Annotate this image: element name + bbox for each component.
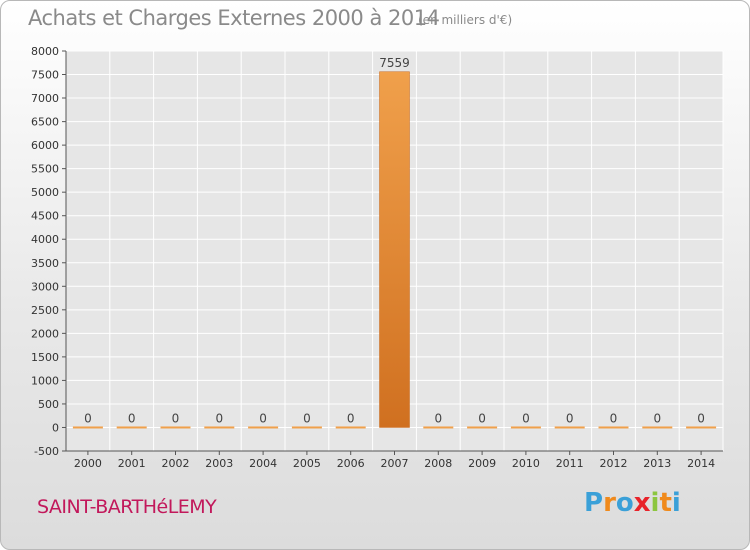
y-tick-label: 6000 bbox=[31, 139, 59, 152]
bars bbox=[72, 71, 717, 429]
y-tick-label: 5000 bbox=[31, 186, 59, 199]
y-tick-label: 1000 bbox=[31, 374, 59, 387]
logo-letter: x bbox=[633, 488, 651, 518]
data-label: 0 bbox=[259, 411, 267, 425]
commune-name: SAINT-BARTHéLEMY bbox=[37, 496, 217, 518]
labels: 2000 0 2001 0 2002 0 2003 0 2004 0 2005 0 2006 0 2007 7… bbox=[74, 56, 715, 470]
bar-2011[interactable] bbox=[554, 426, 585, 429]
data-label: 0 bbox=[522, 411, 530, 425]
y-tick-label: 1500 bbox=[31, 351, 59, 364]
bar-2013[interactable] bbox=[642, 426, 673, 429]
logo-letter: t bbox=[659, 488, 672, 518]
x-tick-label: 2000 bbox=[74, 457, 102, 470]
y-tick-label: 500 bbox=[38, 398, 59, 411]
proxiti-logo[interactable]: Proxiti bbox=[584, 488, 681, 518]
y-tick-label: 8000 bbox=[31, 45, 59, 58]
data-label: 7559 bbox=[379, 56, 410, 70]
bar-2002[interactable] bbox=[160, 426, 191, 429]
bar-2007[interactable] bbox=[379, 71, 410, 428]
x-tick-label: 2005 bbox=[293, 457, 321, 470]
logo-letter: i bbox=[671, 488, 681, 518]
logo-letter: r bbox=[603, 488, 616, 518]
y-tick-label: 2500 bbox=[31, 304, 59, 317]
x-tick-label: 2013 bbox=[643, 457, 671, 470]
data-label: 0 bbox=[478, 411, 486, 425]
x-tick-label: 2007 bbox=[381, 457, 409, 470]
bar-2009[interactable] bbox=[467, 426, 498, 429]
y-tick-label: 4000 bbox=[31, 233, 59, 246]
x-tick-label: 2002 bbox=[162, 457, 190, 470]
x-tick-label: 2003 bbox=[205, 457, 233, 470]
y-tick-label: 6500 bbox=[31, 116, 59, 129]
x-tick-label: 2001 bbox=[118, 457, 146, 470]
x-tick-label: 2004 bbox=[249, 457, 277, 470]
bar-2000[interactable] bbox=[72, 426, 103, 429]
data-label: 0 bbox=[84, 411, 92, 425]
x-tick-label: 2011 bbox=[556, 457, 584, 470]
data-label: 0 bbox=[128, 411, 136, 425]
y-tick-label: 0 bbox=[52, 421, 59, 434]
x-tick-label: 2012 bbox=[600, 457, 628, 470]
bar-2008[interactable] bbox=[423, 426, 454, 429]
bar-2003[interactable] bbox=[204, 426, 235, 429]
data-label: 0 bbox=[303, 411, 311, 425]
x-tick-label: 2008 bbox=[424, 457, 452, 470]
data-label: 0 bbox=[653, 411, 661, 425]
bar-2001[interactable] bbox=[116, 426, 147, 429]
data-label: 0 bbox=[610, 411, 618, 425]
logo-letter: P bbox=[584, 488, 604, 518]
y-tick-label: 7000 bbox=[31, 92, 59, 105]
data-label: 0 bbox=[215, 411, 223, 425]
bar-2014[interactable] bbox=[686, 426, 717, 429]
y-tick-label: 4500 bbox=[31, 210, 59, 223]
y-tick-label: 2000 bbox=[31, 327, 59, 340]
y-tick-label: 3500 bbox=[31, 257, 59, 270]
y-tick-label: 7500 bbox=[31, 69, 59, 82]
data-label: 0 bbox=[172, 411, 180, 425]
x-tick-label: 2014 bbox=[687, 457, 715, 470]
y-tick-label: 5500 bbox=[31, 163, 59, 176]
logo-letter: i bbox=[650, 488, 660, 518]
data-label: 0 bbox=[566, 411, 574, 425]
axes: -500 0 500 1000 1500 2000 2500 3000 3500 4000 4500… bbox=[31, 45, 723, 458]
chart-subtitle: (en milliers d'€) bbox=[418, 13, 513, 27]
x-tick-label: 2006 bbox=[337, 457, 365, 470]
bar-2010[interactable] bbox=[510, 426, 541, 429]
bar-2004[interactable] bbox=[248, 426, 279, 429]
y-tick-label: 3000 bbox=[31, 280, 59, 293]
x-tick-label: 2009 bbox=[468, 457, 496, 470]
x-tick-label: 2010 bbox=[512, 457, 540, 470]
bar-2012[interactable] bbox=[598, 426, 629, 429]
bar-2005[interactable] bbox=[291, 426, 322, 429]
y-tick-label: -500 bbox=[34, 445, 59, 458]
data-label: 0 bbox=[347, 411, 355, 425]
logo-letter: o bbox=[615, 488, 634, 518]
data-label: 0 bbox=[434, 411, 442, 425]
data-label: 0 bbox=[697, 411, 705, 425]
bar-2006[interactable] bbox=[335, 426, 366, 429]
chart-title: Achats et Charges Externes 2000 à 2014 bbox=[28, 6, 440, 30]
